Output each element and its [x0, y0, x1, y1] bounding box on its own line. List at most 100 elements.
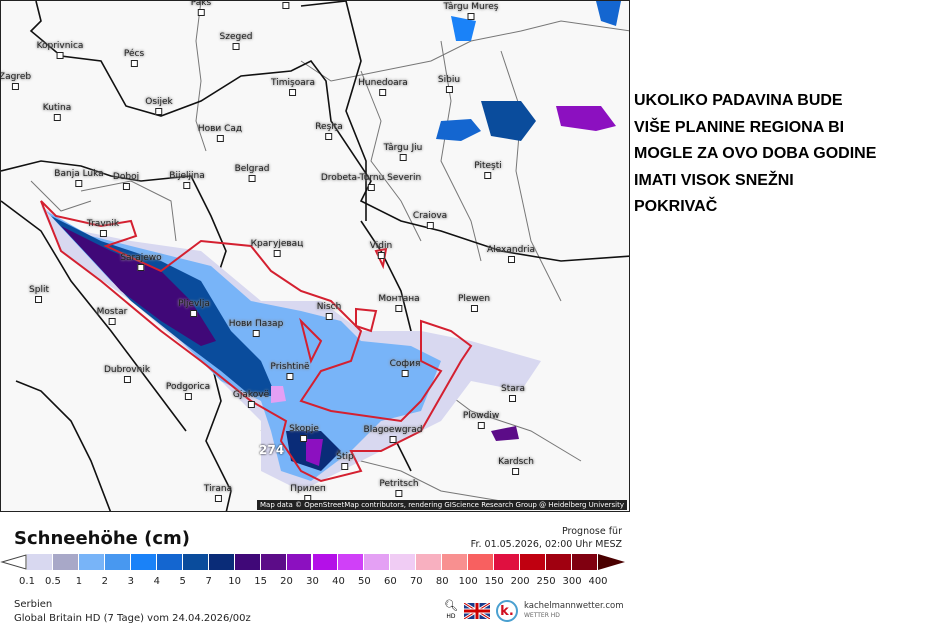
forecast-info: Prognose für Fr. 01.05.2026, 02:00 Uhr M…: [471, 525, 622, 551]
note-line: VIŠE PLANINE REGIONA BI: [634, 118, 845, 136]
scale-tick-label: 300: [562, 576, 582, 587]
city-label: Mostar: [97, 307, 128, 325]
scale-swatch: [572, 554, 598, 570]
scale-swatch: [416, 554, 443, 570]
city-label: Kutina: [43, 103, 71, 121]
scale-tick-label: 20: [280, 576, 293, 587]
scale-tick-label: 30: [306, 576, 319, 587]
legend-title: Schneehöhe (cm): [14, 528, 191, 549]
city-label: Pécs: [124, 49, 144, 67]
scale-tick-label: 80: [435, 576, 449, 587]
city-label: Târgu Jiu: [384, 143, 423, 161]
city-label: Craiova: [413, 211, 447, 229]
scale-tick-label: 0.5: [45, 576, 61, 587]
kachelmann-logo[interactable]: k.: [495, 600, 518, 622]
brand-name[interactable]: kachelmannwetter.com WETTER HD: [524, 601, 624, 621]
scale-swatch: [234, 554, 261, 570]
city-label: Sarajewo: [120, 253, 161, 271]
city-label: Nisch: [317, 302, 342, 320]
scale-tick-label: 5: [179, 576, 186, 587]
branding: 🔍︎ HD k. kachelmannwetter.com WETTER HD: [444, 600, 624, 622]
color-scale: [0, 554, 630, 570]
note-line: MOGLE ZA OVO DOBA GODINE: [634, 145, 877, 162]
city-label: Plowdiw: [463, 411, 499, 429]
city-label: Прилеп: [290, 484, 326, 502]
city-label: Szeged: [220, 32, 253, 50]
scale-right-arrow: [598, 554, 625, 570]
city-label: Koprivnica: [37, 41, 84, 59]
scale-swatch: [364, 554, 391, 570]
city-label: Osijek: [145, 97, 173, 115]
region-label: Serbien: [14, 599, 53, 610]
scale-tick-label: 40: [332, 576, 345, 587]
scale-swatch: [468, 554, 495, 570]
city-label: Štip: [336, 452, 353, 470]
scale-swatch: [442, 554, 469, 570]
scale-tick-label: 7: [205, 576, 212, 587]
city-label: Sibiu: [438, 75, 460, 93]
city-label: Reşiţa: [315, 122, 343, 140]
city-label: Skopje: [289, 424, 319, 442]
scale-swatch: [52, 554, 79, 570]
scale-swatch: [27, 554, 53, 570]
hd-label: HD: [446, 613, 456, 620]
city-label: Нови Сад: [198, 124, 242, 142]
scale-tick-label: 10: [228, 576, 241, 587]
city-label: Gjakovë: [233, 390, 269, 408]
scale-tick-label: 250: [536, 576, 556, 587]
city-label: Piteşti: [474, 161, 502, 179]
brand-url: kachelmannwetter.com: [523, 601, 624, 611]
scale-swatch: [286, 554, 313, 570]
scale-tick-label: 400: [588, 576, 608, 587]
city-label: Blagoewgrad: [364, 425, 423, 443]
scale-swatch: [312, 554, 339, 570]
scale-swatch: [130, 554, 157, 570]
city-label: Split: [29, 285, 49, 303]
map-attribution[interactable]: Map data © OpenStreetMap contributors, r…: [257, 500, 627, 510]
city-label: София: [390, 359, 421, 377]
city-label: Podgorica: [166, 382, 210, 400]
city-label: Alexandria: [487, 245, 535, 263]
snow-depth-map[interactable]: Paks Békéscsaba Szeged Koprivnica Pécs Zagreb…: [0, 0, 630, 512]
city-label: Timişoara: [271, 78, 315, 96]
scale-swatch: [156, 554, 183, 570]
city-label: Крагујевац: [251, 239, 304, 257]
magnifier-icon: 🔍︎: [444, 599, 458, 612]
city-label: Pljevlja: [178, 299, 210, 317]
scale-swatch: [260, 554, 287, 570]
city-label: Stara: [501, 384, 525, 402]
scale-tick-label: 0.1: [19, 576, 35, 587]
city-label: Banja Luka: [54, 169, 103, 187]
scale-swatch: [546, 554, 573, 570]
annotation-text: UKOLIKO PADAVINA BUDE VIŠE PLANINE REGIO…: [634, 88, 934, 221]
city-label: Hunedoara: [358, 78, 408, 96]
city-label: Zagreb: [1, 72, 31, 90]
city-label: Tirana: [204, 484, 232, 502]
scale-tick-label: 70: [409, 576, 423, 587]
city-label: Doboj: [113, 172, 139, 190]
scale-swatch: [78, 554, 105, 570]
city-label: Dubrovnik: [104, 365, 150, 383]
city-label: Plewen: [458, 294, 490, 312]
hd-zoom-button[interactable]: 🔍︎ HD: [444, 599, 458, 621]
scale-tick-label: 1: [75, 576, 83, 587]
scale-swatch: [338, 554, 365, 570]
scale-tick-label: 4: [153, 576, 160, 587]
uk-flag-icon[interactable]: [463, 603, 490, 619]
city-label: Kardsch: [498, 457, 534, 475]
scale-swatch: [104, 554, 131, 570]
city-label: Монтана: [378, 294, 419, 312]
note-line: POKRIVAČ: [634, 198, 718, 215]
scale-tick-label: 200: [510, 576, 530, 587]
city-label: Petritsch: [379, 479, 418, 497]
scale-tick-label: 150: [484, 576, 504, 587]
city-label: Belgrad: [235, 164, 270, 182]
scale-tick-label: 100: [458, 576, 478, 587]
city-label: Prishtinë: [270, 362, 309, 380]
scale-swatch: [390, 554, 417, 570]
brand-sub: WETTER HD: [523, 612, 560, 619]
city-label: Paks: [191, 1, 211, 16]
city-label: Нови Пазар: [229, 319, 284, 337]
scale-swatch: [182, 554, 209, 570]
scale-tick-label: 60: [383, 576, 397, 587]
